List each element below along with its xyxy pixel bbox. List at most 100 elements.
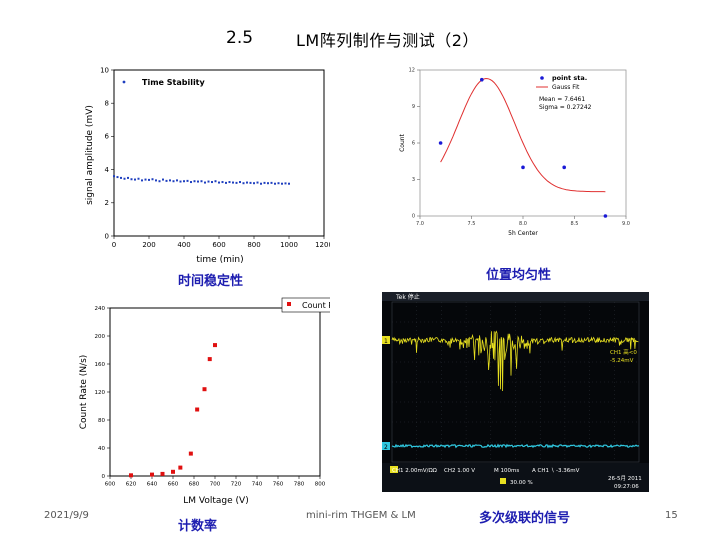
status-offset-swatch: [500, 478, 506, 484]
time-stability-point: [267, 182, 269, 185]
position-uniformity-point: [480, 77, 484, 82]
y-tick-label: 40: [98, 446, 105, 452]
footer-page-number: 15: [665, 510, 678, 521]
time-stability-point: [141, 179, 143, 182]
x-tick-label: 200: [142, 241, 155, 249]
time-stability-point: [123, 177, 126, 180]
y-tick-label: 3: [412, 177, 415, 183]
position-uniformity-point: [562, 165, 566, 170]
y-tick-label: 10: [100, 66, 109, 74]
footer-date: 2021/9/9: [44, 510, 89, 521]
time-stability-point: [148, 178, 150, 181]
time-stability-point: [165, 179, 168, 182]
time-stability-point: [186, 179, 189, 182]
time-stability-plot-frame: [113, 69, 325, 237]
time-stability-point: [242, 182, 245, 185]
time-stability-point: [158, 180, 161, 183]
x-tick-label: 7.5: [468, 221, 476, 227]
time-stability-point: [120, 176, 122, 179]
x-tick-label: 700: [210, 482, 221, 488]
time-stability-point: [260, 182, 262, 185]
x-tick-label: 620: [126, 482, 137, 488]
ch1-trace: [391, 330, 639, 392]
time-stability-point: [246, 181, 248, 184]
time-stability-point: [256, 181, 259, 184]
y-tick-label: 160: [95, 362, 106, 368]
scope-top-bar: [382, 292, 649, 301]
time-stability-point: [169, 179, 171, 182]
y-tick-label: 80: [98, 418, 105, 424]
count-rate-chart: Count Rate 600 620 640 660 680 700 720 740 760 78…: [79, 297, 330, 506]
position-uniformity-ylabel: Count: [399, 133, 406, 151]
time-stability-point: [155, 179, 157, 182]
y-tick-label: 9: [412, 104, 415, 110]
x-tick-label: 1000: [280, 241, 298, 249]
y-tick-label: 0: [105, 232, 109, 240]
x-tick-label: 740: [252, 482, 263, 488]
x-tick-label: 800: [247, 241, 260, 249]
x-tick-label: 8.0: [519, 221, 527, 227]
time-stability-point: [127, 176, 129, 179]
time-stability-point: [130, 178, 133, 181]
count-rate-point: [207, 357, 212, 362]
status-offset: 30.00 %: [510, 480, 533, 486]
time-stability-point: [162, 178, 164, 181]
gauss-fit-curve: [440, 77, 606, 193]
scope-time: 09:27:06: [614, 484, 639, 490]
x-tick-label: 0: [112, 241, 116, 249]
count-rate-point: [150, 472, 154, 477]
count-rate-point: [202, 387, 207, 392]
x-tick-label: 640: [147, 482, 158, 488]
time-stability-legend-marker: [122, 80, 126, 84]
count-rate-point: [188, 451, 193, 456]
time-stability-point: [204, 181, 206, 184]
stat-sigma: Sigma = 0.27242: [539, 104, 592, 111]
x-tick-label: 680: [189, 482, 200, 488]
position-uniformity-xlabel: 5h Center: [508, 230, 538, 237]
ch2-marker: [382, 442, 390, 450]
status-ch1-swatch: [390, 466, 398, 473]
legend-gauss-fit: Gauss Fit: [552, 84, 580, 91]
time-stability-point: [113, 175, 115, 178]
time-stability-point: [281, 182, 283, 185]
time-stability-point: [200, 180, 203, 183]
time-stability-point: [137, 177, 140, 180]
time-stability-point: [274, 182, 276, 185]
y-tick-label: 240: [95, 306, 106, 312]
point-sta-legend-marker: [540, 76, 544, 80]
status-ch1: CH1 2.00mV/ΩΩ: [392, 468, 437, 474]
time-stability-point: [232, 181, 234, 184]
count-rate-legend-box: [281, 297, 330, 313]
scope-date: 26-5月 2011: [608, 475, 642, 482]
time-stability-xlabel: time (min): [196, 255, 243, 265]
time-stability-point: [190, 181, 192, 184]
y-tick-label: 6: [105, 133, 110, 141]
ch1-note-line1: CH1 高<0: [610, 348, 637, 356]
ch1-marker: [382, 336, 390, 344]
count-rate-xlabel: LM Voltage (V): [183, 496, 248, 506]
time-stability-point: [134, 178, 136, 181]
scope-top-label: Tek 停止: [395, 293, 420, 301]
x-tick-label: 9.0: [622, 221, 630, 227]
time-stability-point: [218, 181, 220, 184]
time-stability-point: [221, 181, 224, 184]
time-stability-point: [228, 181, 231, 184]
count-rate-point: [160, 471, 165, 476]
legend-point-sta: point sta.: [552, 74, 587, 82]
y-tick-label: 0: [412, 214, 415, 220]
time-stability-point: [151, 178, 154, 181]
x-tick-label: 600: [212, 241, 225, 249]
slide-title: LM阵列制作与测试（2）: [296, 31, 479, 50]
time-stability-point: [288, 182, 290, 185]
time-stability-point: [176, 179, 178, 182]
time-stability-point: [183, 180, 185, 183]
caption-position-uniformity: 位置均匀性: [486, 268, 552, 283]
y-tick-label: 0: [102, 474, 106, 480]
y-tick-label: 8: [105, 100, 109, 108]
x-tick-label: 660: [168, 482, 179, 488]
status-trigger: A CH1 ∖ -3.36mV: [532, 467, 580, 474]
caption-count-rate: 计数率: [178, 519, 218, 534]
count-rate-point: [178, 465, 183, 470]
